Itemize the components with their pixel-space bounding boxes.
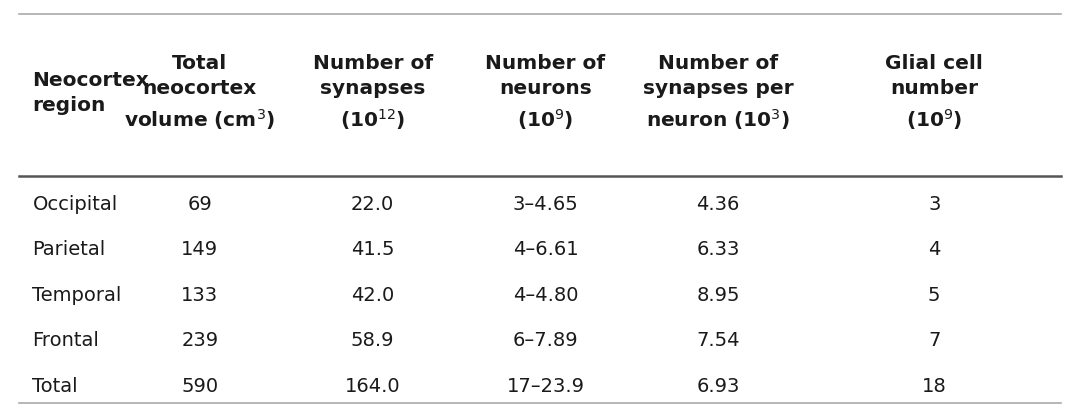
- Text: 17–23.9: 17–23.9: [507, 377, 584, 396]
- Text: Frontal: Frontal: [32, 331, 99, 350]
- Text: 6.93: 6.93: [697, 377, 740, 396]
- Text: 3–4.65: 3–4.65: [513, 195, 578, 214]
- Text: 133: 133: [181, 286, 218, 305]
- Text: 6.33: 6.33: [697, 240, 740, 259]
- Text: 4.36: 4.36: [697, 195, 740, 214]
- Text: 18: 18: [922, 377, 946, 396]
- Text: 42.0: 42.0: [351, 286, 394, 305]
- Text: Glial cell
number
(10$^9$): Glial cell number (10$^9$): [886, 54, 983, 132]
- Text: 590: 590: [181, 377, 218, 396]
- Text: Occipital: Occipital: [32, 195, 118, 214]
- Text: 22.0: 22.0: [351, 195, 394, 214]
- Text: 5: 5: [928, 286, 941, 305]
- Text: 4: 4: [928, 240, 941, 259]
- Text: Total: Total: [32, 377, 78, 396]
- Text: 4–4.80: 4–4.80: [513, 286, 578, 305]
- Text: 7: 7: [928, 331, 941, 350]
- Text: 164.0: 164.0: [345, 377, 401, 396]
- Text: 239: 239: [181, 331, 218, 350]
- Text: 4–6.61: 4–6.61: [513, 240, 578, 259]
- Text: Total
neocortex
volume (cm$^3$): Total neocortex volume (cm$^3$): [124, 54, 275, 132]
- Text: 69: 69: [188, 195, 212, 214]
- Text: 3: 3: [928, 195, 941, 214]
- Text: Temporal: Temporal: [32, 286, 122, 305]
- Text: Neocortex
region: Neocortex region: [32, 71, 149, 115]
- Text: 41.5: 41.5: [351, 240, 394, 259]
- Text: 149: 149: [181, 240, 218, 259]
- Text: Number of
synapses per
neuron (10$^3$): Number of synapses per neuron (10$^3$): [643, 54, 794, 132]
- Text: Parietal: Parietal: [32, 240, 106, 259]
- Text: Number of
neurons
(10$^9$): Number of neurons (10$^9$): [485, 54, 606, 132]
- Text: 7.54: 7.54: [697, 331, 740, 350]
- Text: Number of
synapses
(10$^{12}$): Number of synapses (10$^{12}$): [312, 54, 433, 132]
- Text: 58.9: 58.9: [351, 331, 394, 350]
- Text: 6–7.89: 6–7.89: [513, 331, 578, 350]
- Text: 8.95: 8.95: [697, 286, 740, 305]
